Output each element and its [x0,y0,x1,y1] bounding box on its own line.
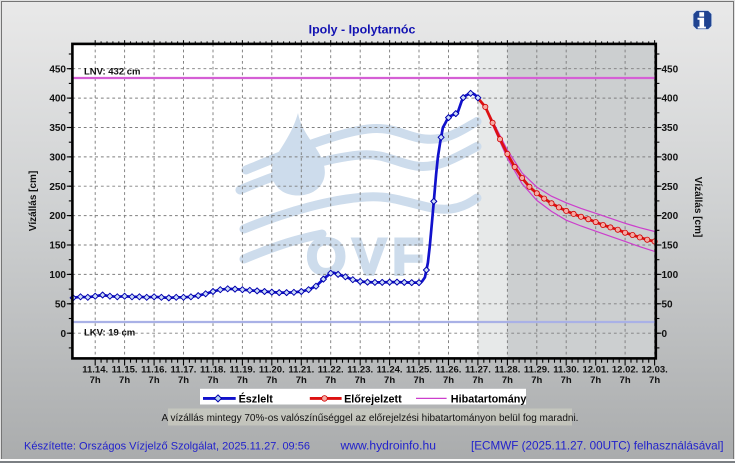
svg-text:Vízállás [cm]: Vízállás [cm] [28,171,39,232]
svg-text:100: 100 [49,270,66,281]
svg-text:7h: 7h [237,375,248,386]
svg-text:7h: 7h [119,375,130,386]
svg-text:300: 300 [662,153,679,164]
svg-text:11.26.: 11.26. [436,365,462,376]
svg-text:7h: 7h [207,375,218,386]
svg-text:[ECMWF (2025.11.27. 00UTC) fel: [ECMWF (2025.11.27. 00UTC) felhasználásá… [471,440,723,453]
svg-text:400: 400 [662,94,679,105]
svg-text:12.02.: 12.02. [612,365,638,376]
svg-text:11.18.: 11.18. [200,365,226,376]
svg-text:Előrejelzett: Előrejelzett [344,393,402,405]
svg-text:11.16.: 11.16. [141,365,167,376]
svg-text:7h: 7h [384,375,395,386]
svg-text:100: 100 [662,270,679,281]
svg-text:7h: 7h [90,375,101,386]
svg-text:7h: 7h [502,375,513,386]
svg-text:150: 150 [49,241,66,252]
svg-text:11.28.: 11.28. [494,365,520,376]
svg-text:200: 200 [49,211,66,222]
svg-text:LKV: 19 cm: LKV: 19 cm [84,328,135,339]
svg-text:50: 50 [662,299,674,310]
svg-text:7h: 7h [620,375,631,386]
svg-text:7h: 7h [649,375,660,386]
svg-text:LNV: 432 cm: LNV: 432 cm [84,67,141,78]
svg-text:7h: 7h [561,375,572,386]
svg-text:11.21.: 11.21. [288,365,314,376]
svg-text:0: 0 [60,329,66,340]
svg-text:www.hydroinfo.hu: www.hydroinfo.hu [340,439,436,453]
svg-text:450: 450 [662,64,679,75]
svg-text:7h: 7h [413,375,424,386]
svg-text:A vízállás mintegy 70%-os való: A vízállás mintegy 70%-os valószínűségge… [162,413,579,424]
svg-text:12.03.: 12.03. [641,365,667,376]
svg-text:11.17.: 11.17. [171,365,197,376]
svg-text:450: 450 [49,64,66,75]
svg-text:350: 350 [49,123,66,134]
svg-text:Észlelt: Észlelt [239,392,274,405]
svg-text:11.23.: 11.23. [347,365,373,376]
svg-text:11.30.: 11.30. [553,365,579,376]
svg-text:200: 200 [662,211,679,222]
svg-text:11.14.: 11.14. [82,365,108,376]
svg-text:300: 300 [49,153,66,164]
svg-text:11.19.: 11.19. [229,365,255,376]
svg-text:11.25.: 11.25. [406,365,432,376]
svg-text:400: 400 [49,94,66,105]
svg-text:7h: 7h [531,375,542,386]
svg-text:Készítette: Országos Vízjelző: Készítette: Országos Vízjelző Szolgálat,… [24,441,310,453]
svg-text:Vízállás [cm]: Vízállás [cm] [692,177,703,238]
svg-text:50: 50 [55,299,67,310]
svg-text:11.24.: 11.24. [377,365,403,376]
svg-text:7h: 7h [149,375,160,386]
svg-text:OVF: OVF [306,229,429,287]
svg-text:7h: 7h [590,375,601,386]
svg-text:150: 150 [662,241,679,252]
svg-text:7h: 7h [355,375,366,386]
svg-text:7h: 7h [266,375,277,386]
svg-text:0: 0 [662,329,668,340]
svg-text:7h: 7h [296,375,307,386]
svg-text:Ipoly - Ipolytarnóc: Ipoly - Ipolytarnóc [309,23,416,37]
svg-text:11.20.: 11.20. [259,365,285,376]
svg-text:7h: 7h [443,375,454,386]
svg-text:7h: 7h [325,375,336,386]
svg-text:Hibatartomány: Hibatartomány [451,393,527,405]
svg-text:11.22.: 11.22. [318,365,344,376]
svg-text:250: 250 [49,182,66,193]
svg-text:7h: 7h [178,375,189,386]
svg-text:11.15.: 11.15. [112,365,138,376]
svg-text:350: 350 [662,123,679,134]
svg-text:11.27.: 11.27. [465,365,491,376]
svg-text:11.29.: 11.29. [524,365,550,376]
svg-text:250: 250 [662,182,679,193]
svg-text:12.01.: 12.01. [582,365,608,376]
svg-text:7h: 7h [472,375,483,386]
